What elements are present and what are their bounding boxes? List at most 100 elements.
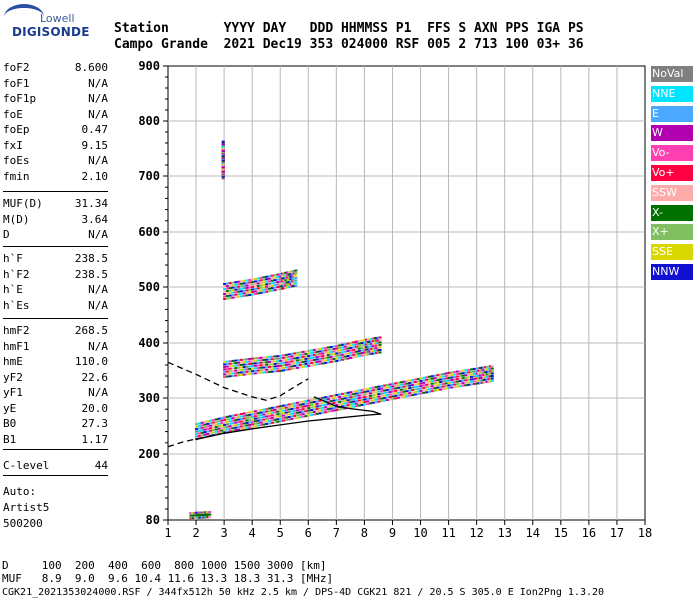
- trace-second-hop-point: [357, 345, 361, 348]
- trace-F2-main-point: [273, 418, 277, 421]
- trace-third-hop-point: [234, 286, 238, 289]
- trace-F2-main-point: [374, 388, 378, 391]
- trace-third-hop-point: [289, 283, 293, 286]
- trace-vertical-top-point: [221, 166, 225, 169]
- trace-third-hop-point: [287, 283, 291, 286]
- trace-second-hop-point: [370, 337, 374, 340]
- trace-F2-main-point: [346, 399, 350, 402]
- trace-second-hop-point: [326, 348, 330, 351]
- trace-F2-main-point: [315, 407, 319, 410]
- trace-F2-main-point: [484, 368, 488, 371]
- trace-F2-main-point: [217, 422, 221, 425]
- trace-F2-main-point: [209, 427, 213, 430]
- trace-F2-main-point: [477, 379, 481, 382]
- trace-F2-main-point: [279, 405, 283, 408]
- trace-F2-main-point: [349, 398, 353, 401]
- trace-F2-main-point: [265, 412, 269, 415]
- trace-F2-main-point: [284, 409, 288, 412]
- trace-F2-main-point: [239, 428, 243, 431]
- trace-F2-main-point: [354, 395, 358, 398]
- trace-low-x-point: [208, 511, 212, 514]
- trace-vertical-top-point: [221, 145, 225, 148]
- trace-third-hop-point: [262, 276, 266, 279]
- trace-second-hop-point: [245, 373, 249, 376]
- param-name: foEs: [3, 154, 30, 167]
- trace-third-hop-point: [282, 279, 286, 282]
- trace-F2-main-point: [467, 381, 471, 384]
- trace-F2-main-point: [276, 415, 280, 418]
- trace-second-hop-point: [373, 342, 377, 345]
- trace-vertical-top-point: [221, 150, 225, 152]
- trace-F2-main-point: [360, 398, 364, 401]
- trace-F2-main-point: [284, 406, 288, 409]
- trace-second-hop-point: [310, 349, 314, 352]
- trace-third-hop-point: [231, 284, 235, 287]
- trace-second-hop-point: [329, 358, 333, 361]
- trace-second-hop-point: [360, 352, 364, 355]
- trace-F2-main-point: [447, 371, 451, 374]
- legend-item-x-: X-: [651, 204, 693, 221]
- trace-F2-main-point: [318, 409, 322, 412]
- trace-F2-main-point: [416, 392, 420, 395]
- trace-F2-main-point: [425, 383, 429, 386]
- trace-third-hop-point: [285, 281, 289, 284]
- trace-third-hop-point: [273, 274, 277, 277]
- trace-F2-main-point: [402, 395, 406, 398]
- trace-second-hop-point: [296, 364, 300, 367]
- autoscaling-info: 500200: [3, 517, 43, 530]
- trace-F2-main-point: [450, 383, 454, 386]
- trace-third-hop-point: [279, 273, 283, 275]
- trace-F2-main-point: [399, 388, 403, 391]
- trace-second-hop-point: [332, 347, 336, 350]
- trace-second-hop-point: [326, 358, 330, 361]
- trace-second-hop-point: [360, 339, 364, 342]
- trace-F2-main-point: [248, 421, 252, 424]
- trace-second-hop-point: [290, 362, 294, 365]
- trace-F2-main-point: [480, 369, 484, 372]
- trace-third-hop-point: [285, 278, 289, 281]
- trace-F2-main-point: [377, 390, 381, 393]
- trace-second-hop-point: [298, 366, 302, 369]
- trace-F2-main-point: [310, 411, 314, 414]
- trace-third-hop-point: [259, 291, 263, 294]
- trace-F2-main-point: [413, 388, 417, 391]
- trace-second-hop-point: [248, 370, 252, 373]
- trace-second-hop-point: [301, 355, 305, 358]
- trace-second-hop-point: [357, 350, 361, 353]
- trace-second-hop-point: [338, 351, 342, 354]
- trace-F2-main-point: [485, 368, 489, 371]
- trace-second-hop-point: [332, 360, 336, 363]
- param-name: M(D): [3, 212, 30, 226]
- trace-second-hop-point: [340, 358, 344, 361]
- trace-third-hop-point: [245, 294, 249, 297]
- trace-third-hop-point: [237, 293, 241, 296]
- trace-F2-main-point: [270, 406, 274, 409]
- legend-item-ssw: SSW: [651, 184, 693, 201]
- trace-second-hop-point: [340, 348, 344, 351]
- trace-F2-main-point: [399, 383, 403, 386]
- trace-second-hop-point: [321, 362, 325, 365]
- trace-third-hop-point: [242, 289, 246, 292]
- trace-second-hop-point: [373, 344, 377, 347]
- trace-F2-main-point: [251, 410, 255, 413]
- trace-F2-main-point: [211, 429, 215, 432]
- trace-second-hop-point: [273, 362, 277, 365]
- trace-F2-main-point: [464, 371, 468, 374]
- trace-F2-main-point: [383, 399, 387, 402]
- trace-second-hop-point: [256, 369, 260, 372]
- trace-F2-main-point: [242, 422, 246, 425]
- trace-second-hop-point: [357, 340, 361, 343]
- trace-F2-main-point: [391, 385, 395, 388]
- trace-F2-main-point: [472, 375, 476, 378]
- legend-item-nne: NNE: [651, 85, 693, 102]
- trace-third-hop-point: [287, 271, 291, 274]
- trace-third-hop-point: [228, 297, 232, 300]
- trace-F2-main-point: [467, 371, 471, 374]
- trace-F2-main-point: [447, 384, 451, 387]
- trace-third-hop-point: [292, 277, 296, 280]
- trace-F2-main-point: [203, 421, 207, 424]
- trace-F2-main-point: [315, 402, 319, 405]
- trace-F2-main-point: [441, 388, 445, 390]
- trace-F2-main-point: [217, 425, 221, 428]
- trace-second-hop-point: [368, 340, 372, 343]
